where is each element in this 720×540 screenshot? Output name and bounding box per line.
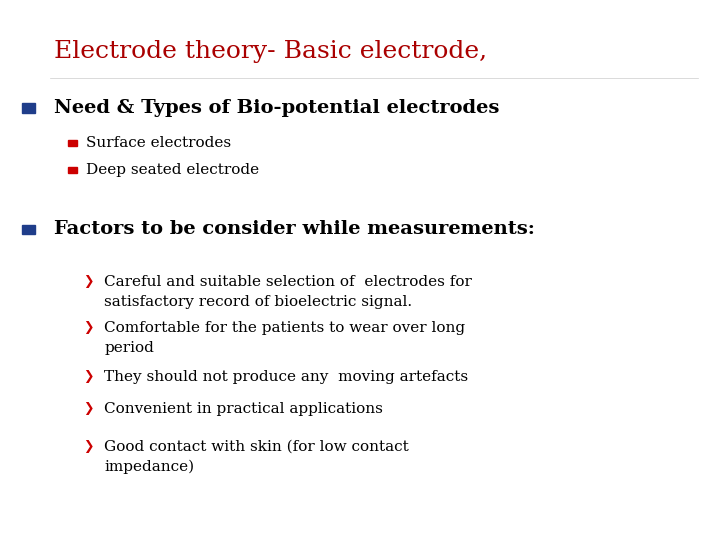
FancyBboxPatch shape xyxy=(22,103,35,113)
Text: ❯: ❯ xyxy=(83,370,94,383)
FancyBboxPatch shape xyxy=(68,140,77,146)
Text: ❯: ❯ xyxy=(83,440,94,453)
FancyBboxPatch shape xyxy=(68,167,77,173)
Text: Need & Types of Bio-potential electrodes: Need & Types of Bio-potential electrodes xyxy=(54,99,500,117)
Text: Deep seated electrode: Deep seated electrode xyxy=(86,163,259,177)
Text: Convenient in practical applications: Convenient in practical applications xyxy=(104,402,383,416)
Text: ❯: ❯ xyxy=(83,321,94,334)
Text: Electrode theory- Basic electrode,: Electrode theory- Basic electrode, xyxy=(54,40,487,63)
Text: They should not produce any  moving artefacts: They should not produce any moving artef… xyxy=(104,370,469,384)
Text: Factors to be consider while measurements:: Factors to be consider while measurement… xyxy=(54,220,535,239)
Text: ❯: ❯ xyxy=(83,275,94,288)
Text: Careful and suitable selection of  electrodes for
satisfactory record of bioelec: Careful and suitable selection of electr… xyxy=(104,275,472,309)
FancyBboxPatch shape xyxy=(22,225,35,234)
Text: Comfortable for the patients to wear over long
period: Comfortable for the patients to wear ove… xyxy=(104,321,466,355)
Text: Good contact with skin (for low contact
impedance): Good contact with skin (for low contact … xyxy=(104,440,409,474)
Text: ❯: ❯ xyxy=(83,402,94,415)
Text: Surface electrodes: Surface electrodes xyxy=(86,136,232,150)
